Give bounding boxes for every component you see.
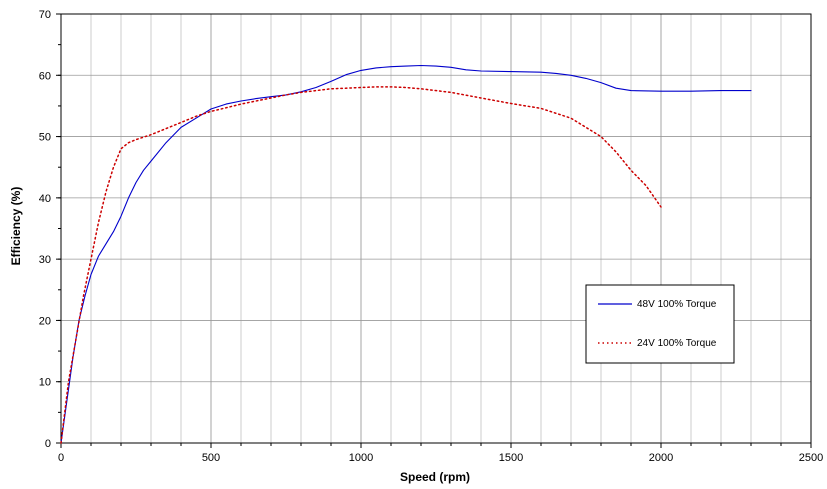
x-tick-label: 0 (58, 452, 64, 464)
x-tick-label: 500 (202, 452, 220, 464)
series-layer (60, 64, 752, 444)
x-axis-ticks: 0 500 1000 1500 2000 2500 (58, 443, 823, 464)
y-tick-label: 60 (39, 70, 51, 82)
legend-box (585, 284, 735, 364)
legend-label-48v: 48V 100% Torque (637, 299, 717, 310)
y-tick-label: 0 (45, 438, 51, 450)
y-tick-label: 50 (39, 132, 51, 144)
x-tick-label: 1500 (499, 452, 523, 464)
y-tick-label: 20 (39, 315, 51, 327)
x-tick-label: 1000 (349, 452, 373, 464)
series-line-24v (60, 86, 662, 444)
y-axis-ticks: 0 10 20 30 40 50 60 70 (39, 9, 61, 450)
legend: 48V 100% Torque 24V 100% Torque (585, 284, 735, 364)
y-tick-label: 70 (39, 9, 51, 21)
x-axis-title: Speed (rpm) (400, 470, 470, 484)
legend-label-24v: 24V 100% Torque (637, 338, 717, 349)
x-tick-label: 2500 (799, 452, 823, 464)
y-tick-label: 40 (39, 193, 51, 205)
y-axis-title: Efficiency (%) (9, 187, 23, 266)
y-tick-label: 30 (39, 254, 51, 266)
y-tick-label: 10 (39, 377, 51, 389)
x-tick-label: 2000 (649, 452, 673, 464)
series-line-48v (60, 64, 752, 444)
